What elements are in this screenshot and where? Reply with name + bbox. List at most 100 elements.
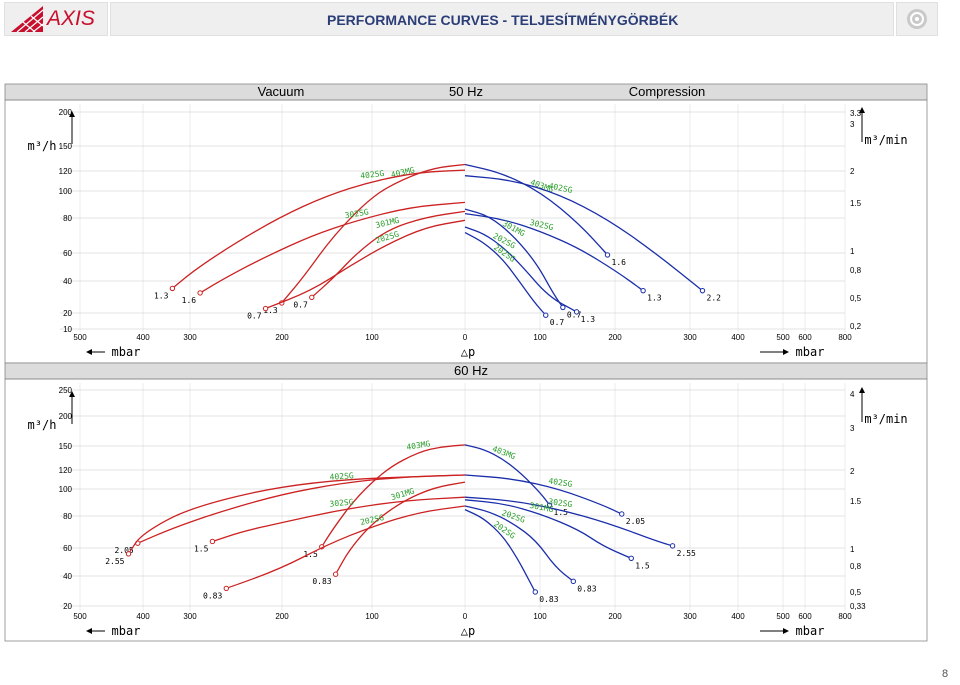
page-header: AXIS PERFORMANCE CURVES - TELJESÍTMÉNYGÖ…: [0, 0, 960, 40]
series-line-301mg: [311, 210, 466, 299]
series-name-label: 403MG: [406, 439, 431, 452]
left-x-tick-label: 300: [183, 333, 197, 342]
series-end-point: [570, 578, 576, 585]
series-end-label: 0.83: [539, 595, 558, 604]
series-line-301mg: [334, 481, 466, 575]
left-x-axis-label: mbar: [112, 345, 141, 359]
left-y-tick-label: 200: [59, 412, 73, 421]
right-x-tick-label: 200: [608, 612, 622, 621]
series-name-label: 202SG: [374, 230, 400, 246]
series-end-point: [560, 304, 566, 311]
series-end-label: 2.2: [707, 294, 722, 303]
left-x-tick-label: 200: [275, 333, 289, 342]
right-x-axis-label: mbar: [796, 345, 825, 359]
series-name-label: 301MG: [529, 501, 555, 514]
series-line-402sg: [464, 474, 623, 515]
series-end-point: [332, 571, 339, 577]
left-x-tick-label: 0: [463, 333, 468, 342]
series-end-label: 1.5: [635, 561, 650, 570]
right-x-tick-label: 600: [798, 333, 812, 342]
series-end-label: 0.83: [312, 577, 331, 586]
series-end-label: 1.3: [647, 294, 662, 303]
chart-50hz-grid: [60, 104, 846, 332]
series-end-label: 0.83: [203, 591, 222, 600]
series-name-label: 302SG: [529, 218, 555, 232]
page-title: PERFORMANCE CURVES - TELJESÍTMÉNYGÖRBÉK: [327, 12, 679, 28]
right-y-tick-label: 3: [850, 120, 855, 129]
series-name-label: 302SG: [329, 497, 354, 508]
series-end-label: 0.7: [293, 300, 308, 309]
right-x-tick-label: 300: [683, 333, 697, 342]
series-line-301mg: [464, 499, 632, 559]
chart-50hz-series: 1.3403MG1.3402SG1.6302SG0.7301MG0.7202SG…: [154, 163, 722, 327]
series-end-label: 2.55: [677, 549, 696, 558]
right-y-tick-label: 0,5: [850, 588, 862, 597]
right-y-tick-label: 1: [850, 247, 855, 256]
right-x-tick-label: 200: [608, 333, 622, 342]
left-y-tick-label: 10: [63, 325, 72, 334]
series-name-label: 402SG: [329, 471, 354, 482]
left-x-tick-label: 500: [73, 612, 87, 621]
left-x-tick-label: 400: [136, 333, 150, 342]
series-end-point: [532, 589, 538, 595]
series-end-point: [543, 312, 549, 318]
left-y-axis-label: m³/h: [28, 139, 57, 153]
series-end-label: 0.7: [247, 312, 262, 321]
series-end-point: [209, 538, 216, 545]
gear-badge-icon: [907, 9, 927, 29]
series-line-202sg: [464, 226, 578, 313]
series-end-label: 0.83: [577, 584, 596, 593]
series-end-point: [699, 287, 706, 294]
series-end-label: 1.5: [303, 550, 318, 559]
left-x-tick-label: 100: [365, 612, 379, 621]
chart-60hz-grid: [60, 383, 846, 611]
left-y-tick-label: 120: [59, 466, 73, 475]
right-y-arrow-head: [859, 387, 865, 393]
left-x-arrow-head: [86, 628, 92, 634]
left-x-tick-label: 0: [463, 612, 468, 621]
left-y-tick-label: 250: [59, 386, 73, 395]
right-y-tick-label: 0,5: [850, 294, 862, 303]
series-name-label: 202SG: [500, 508, 526, 525]
left-y-tick-label: 20: [63, 602, 72, 611]
right-y-tick-label: 0,33: [850, 602, 866, 611]
series-end-point: [223, 585, 230, 592]
right-y-tick-label: 2: [850, 167, 855, 176]
badge-box: [896, 2, 938, 36]
right-x-tick-label: 500: [776, 333, 790, 342]
right-y-tick-label: 3: [850, 424, 855, 433]
right-x-tick-label: 500: [776, 612, 790, 621]
right-y-tick-label: 3.3: [850, 109, 862, 118]
left-x-tick-label: 300: [183, 612, 197, 621]
chart-50hz: Vacuum 50 Hz Compression 200150120100806…: [4, 83, 928, 364]
left-x-axis-label: mbar: [112, 624, 141, 638]
series-end-label: 1.6: [612, 258, 627, 267]
series-end-point: [628, 555, 634, 561]
series-end-point: [669, 543, 676, 549]
right-x-tick-label: 600: [798, 612, 812, 621]
right-y-tick-label: 1.5: [850, 199, 862, 208]
series-line-301mg: [464, 208, 564, 309]
left-y-tick-label: 40: [63, 277, 72, 286]
left-y-arrow-head: [69, 391, 75, 397]
series-end-label: 1.3: [581, 315, 596, 324]
left-y-tick-label: 80: [63, 214, 72, 223]
series-line-403mg: [321, 444, 466, 548]
series-line-403mg: [464, 163, 609, 256]
left-y-tick-label: 80: [63, 512, 72, 521]
series-end-point: [197, 290, 203, 296]
right-y-tick-label: 1: [850, 545, 855, 554]
series-end-point: [125, 551, 132, 557]
center-x-axis-label: △p: [461, 624, 475, 638]
series-end-label: 1.5: [554, 508, 569, 517]
series-end-label: 2.55: [105, 557, 124, 566]
right-y-axis-label: m³/min: [864, 133, 907, 147]
series-end-point: [573, 309, 580, 315]
left-x-tick-label: 200: [275, 612, 289, 621]
series-name-label: 402SG: [548, 476, 573, 488]
series-end-point: [309, 294, 315, 301]
right-x-tick-label: 300: [683, 612, 697, 621]
page-number: 8: [942, 668, 949, 680]
